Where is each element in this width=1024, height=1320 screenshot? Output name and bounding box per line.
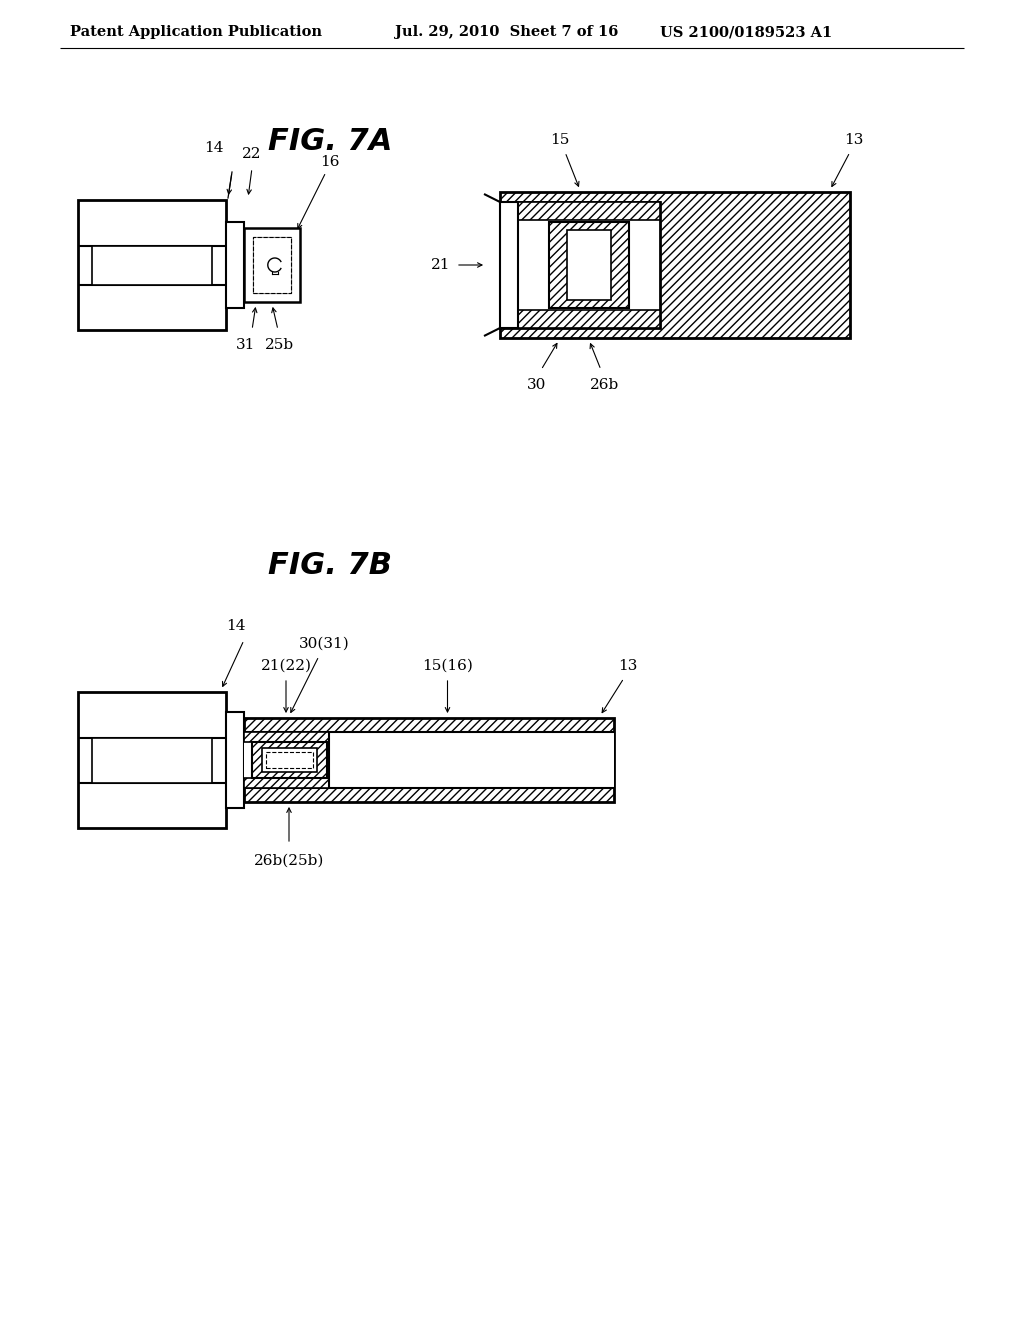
Text: 14: 14 xyxy=(226,619,246,634)
Text: 26b: 26b xyxy=(591,378,620,392)
Bar xyxy=(92,246,212,285)
Bar xyxy=(253,238,291,293)
Bar xyxy=(262,748,317,772)
Bar xyxy=(252,742,327,777)
Bar xyxy=(518,310,660,327)
Bar xyxy=(244,733,329,742)
Text: 30: 30 xyxy=(527,378,547,392)
Text: Jul. 29, 2010  Sheet 7 of 16: Jul. 29, 2010 Sheet 7 of 16 xyxy=(395,25,618,40)
Text: 15: 15 xyxy=(550,133,569,147)
Text: US 2100/0189523 A1: US 2100/0189523 A1 xyxy=(660,25,833,40)
Bar xyxy=(244,733,614,788)
Bar xyxy=(518,202,660,220)
Text: 30(31): 30(31) xyxy=(299,638,349,651)
Text: FIG. 7A: FIG. 7A xyxy=(268,128,392,157)
Text: 13: 13 xyxy=(845,133,863,147)
Text: 25b: 25b xyxy=(265,338,295,352)
Bar xyxy=(500,202,660,327)
Text: 14: 14 xyxy=(204,141,224,154)
Bar xyxy=(244,228,300,302)
Bar xyxy=(253,238,291,293)
Bar xyxy=(78,692,226,828)
Text: 13: 13 xyxy=(618,659,638,673)
Bar xyxy=(500,202,518,327)
Bar xyxy=(266,752,313,768)
Bar xyxy=(567,230,611,300)
Text: 16: 16 xyxy=(321,154,340,169)
Text: 22: 22 xyxy=(243,147,262,161)
Text: 31: 31 xyxy=(237,338,256,352)
Bar xyxy=(244,718,614,803)
Text: 26b(25b): 26b(25b) xyxy=(254,854,325,869)
Bar xyxy=(500,191,850,338)
Bar xyxy=(226,711,244,808)
Text: 21: 21 xyxy=(430,257,450,272)
Bar xyxy=(549,222,629,308)
Bar xyxy=(226,222,244,308)
Bar xyxy=(92,738,212,783)
Text: 21(22): 21(22) xyxy=(260,659,311,673)
Bar xyxy=(78,201,226,330)
Text: 15(16): 15(16) xyxy=(422,659,473,673)
Text: Patent Application Publication: Patent Application Publication xyxy=(70,25,322,40)
Text: FIG. 7B: FIG. 7B xyxy=(268,550,392,579)
Bar xyxy=(244,777,329,788)
